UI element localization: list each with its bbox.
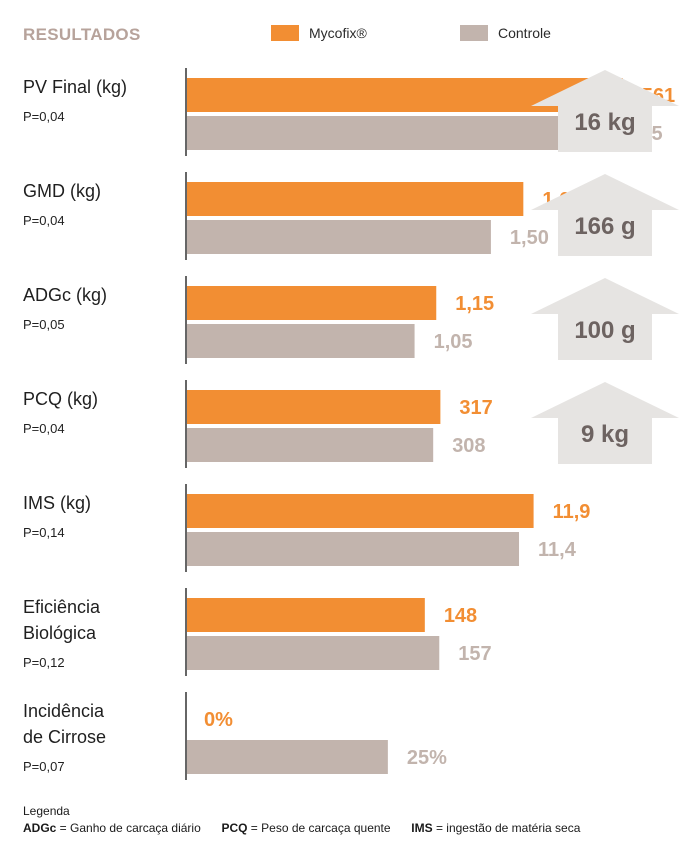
footnote-item-pcq: PCQ = Peso de carcaça quente [221, 821, 391, 835]
bar-mycofix-group-3 [187, 390, 441, 424]
bar-controle-group-3 [187, 428, 434, 462]
bar-mycofix-group-0 [187, 78, 623, 112]
up-arrow-icon-group-3 [531, 382, 679, 464]
pvalue-label-group-6: P=0,07 [23, 759, 65, 774]
pvalue-label-group-0: P=0,04 [23, 109, 65, 124]
bar-controle-group-5 [187, 636, 440, 670]
bar-controle-group-0 [187, 116, 611, 150]
category-label-group-5-1: Biológica [23, 623, 97, 643]
value-label-controle-group-4: 11,4 [538, 539, 577, 561]
pvalue-label-group-4: P=0,14 [23, 525, 65, 540]
legend-label-controle: Controle [498, 25, 551, 41]
value-label-controle-group-6: 25% [407, 747, 447, 769]
legend-item-mycofix: Mycofix® [271, 25, 367, 41]
footnote-heading: Legenda [23, 804, 70, 818]
bar-controle-group-4 [187, 532, 520, 566]
pvalue-label-group-1: P=0,04 [23, 213, 65, 228]
bar-mycofix-group-5 [187, 598, 425, 632]
value-label-controle-group-2: 1,05 [434, 331, 473, 353]
bar-controle-group-2 [187, 324, 415, 358]
difference-label-group-0: 16 kg [574, 109, 635, 136]
category-label-group-0-0: PV Final (kg) [23, 77, 127, 97]
bar-controle-group-6 [187, 740, 388, 774]
footnote-definitions: ADGc = Ganho de carcaça diário PCQ = Pes… [23, 821, 580, 835]
up-arrow-icon-group-2 [531, 278, 679, 360]
value-label-controle-group-5: 157 [458, 643, 491, 665]
value-label-mycofix-group-5: 148 [444, 605, 477, 627]
bar-mycofix-group-2 [187, 286, 437, 320]
legend-label-mycofix: Mycofix® [309, 25, 367, 41]
pvalue-label-group-2: P=0,05 [23, 317, 65, 332]
category-label-group-4-0: IMS (kg) [23, 493, 91, 513]
category-label-group-6-0: Incidência [23, 701, 105, 721]
chart-title: RESULTADOS [23, 25, 141, 44]
bar-controle-group-1 [187, 220, 491, 254]
category-label-group-2-0: ADGc (kg) [23, 285, 107, 305]
legend-item-controle: Controle [460, 25, 551, 41]
difference-label-group-2: 100 g [574, 317, 635, 344]
value-label-mycofix-group-4: 11,9 [553, 501, 591, 523]
value-label-mycofix-group-3: 317 [459, 397, 492, 419]
value-label-mycofix-group-6: 0% [204, 709, 233, 731]
up-arrow-icon-group-0 [531, 70, 679, 152]
category-label-group-3-0: PCQ (kg) [23, 389, 98, 409]
footnote-item-ims: IMS = ingestão de matéria seca [411, 821, 581, 835]
category-label-group-1-0: GMD (kg) [23, 181, 101, 201]
pvalue-label-group-3: P=0,04 [23, 421, 65, 436]
category-label-group-5-0: Eficiência [23, 597, 101, 617]
value-label-controle-group-3: 308 [452, 435, 485, 457]
category-label-group-6-1: de Cirrose [23, 727, 106, 747]
difference-label-group-1: 166 g [574, 213, 635, 240]
bar-mycofix-group-1 [187, 182, 524, 216]
legend-swatch-controle [460, 25, 488, 41]
footnote-item-adgc: ADGc = Ganho de carcaça diário [23, 821, 201, 835]
up-arrow-icon-group-1 [531, 174, 679, 256]
pvalue-label-group-5: P=0,12 [23, 655, 65, 670]
bar-mycofix-group-4 [187, 494, 534, 528]
legend-swatch-mycofix [271, 25, 299, 41]
difference-label-group-3: 9 kg [581, 421, 629, 448]
value-label-mycofix-group-2: 1,15 [455, 293, 494, 315]
value-label-controle-group-1: 1,50 [510, 227, 549, 249]
